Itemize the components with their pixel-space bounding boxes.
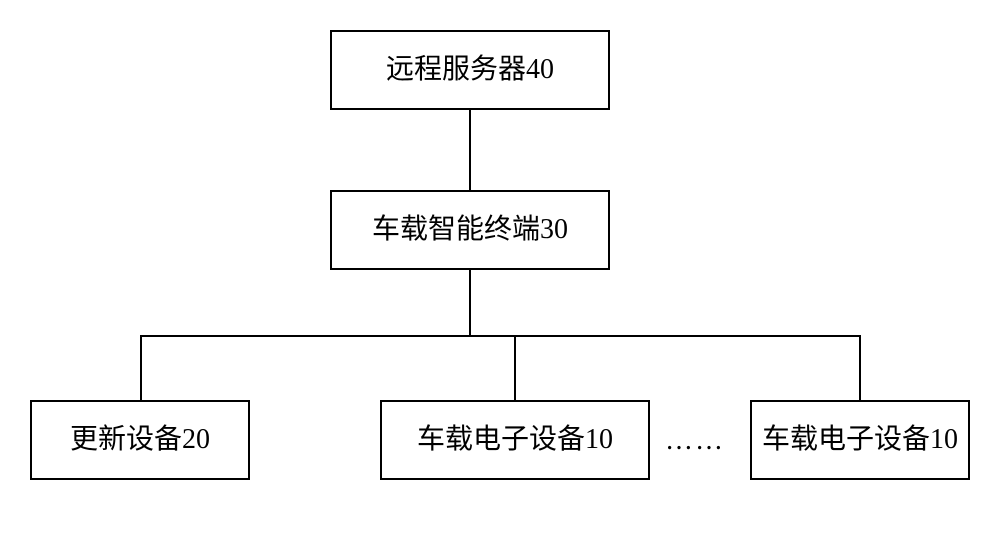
vehicle-device-1-node: 车载电子设备10 [380,400,650,480]
edge-to-vehicle-2 [859,335,861,400]
vehicle-device-1-label: 车载电子设备10 [417,423,613,457]
update-device-label: 更新设备20 [70,423,210,457]
update-device-node: 更新设备20 [30,400,250,480]
edge-server-terminal [469,110,471,190]
vehicle-device-2-label: 车载电子设备10 [762,423,958,457]
ellipsis-text: …… [665,425,725,457]
edge-to-vehicle-1 [514,335,516,400]
terminal-node: 车载智能终端30 [330,190,610,270]
edge-to-update-device [140,335,142,400]
server-label: 远程服务器40 [386,53,554,87]
edge-terminal-down [469,270,471,335]
edge-horizontal-bus [140,335,860,337]
terminal-label: 车载智能终端30 [372,213,568,247]
vehicle-device-2-node: 车载电子设备10 [750,400,970,480]
server-node: 远程服务器40 [330,30,610,110]
